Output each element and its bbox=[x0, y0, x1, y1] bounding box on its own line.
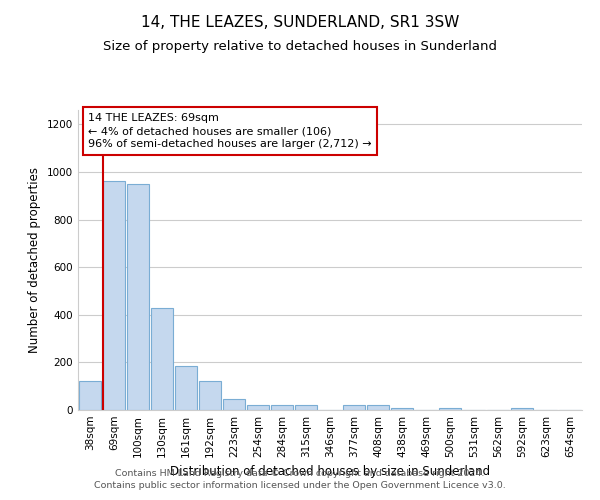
Bar bbox=[103, 182, 125, 410]
Text: Size of property relative to detached houses in Sunderland: Size of property relative to detached ho… bbox=[103, 40, 497, 53]
Bar bbox=[367, 405, 389, 410]
Bar bbox=[247, 405, 269, 410]
Bar bbox=[391, 408, 413, 410]
Bar bbox=[175, 366, 197, 410]
Text: 14 THE LEAZES: 69sqm
← 4% of detached houses are smaller (106)
96% of semi-detac: 14 THE LEAZES: 69sqm ← 4% of detached ho… bbox=[88, 113, 372, 150]
Bar bbox=[127, 184, 149, 410]
Text: Contains HM Land Registry data © Crown copyright and database right 2024.
Contai: Contains HM Land Registry data © Crown c… bbox=[94, 468, 506, 490]
Bar bbox=[439, 408, 461, 410]
Bar bbox=[295, 405, 317, 410]
Bar bbox=[223, 400, 245, 410]
Bar bbox=[271, 405, 293, 410]
Bar bbox=[79, 382, 101, 410]
Bar bbox=[151, 308, 173, 410]
X-axis label: Distribution of detached houses by size in Sunderland: Distribution of detached houses by size … bbox=[170, 466, 490, 478]
Bar bbox=[199, 382, 221, 410]
Bar bbox=[343, 405, 365, 410]
Y-axis label: Number of detached properties: Number of detached properties bbox=[28, 167, 41, 353]
Bar bbox=[511, 408, 533, 410]
Text: 14, THE LEAZES, SUNDERLAND, SR1 3SW: 14, THE LEAZES, SUNDERLAND, SR1 3SW bbox=[141, 15, 459, 30]
